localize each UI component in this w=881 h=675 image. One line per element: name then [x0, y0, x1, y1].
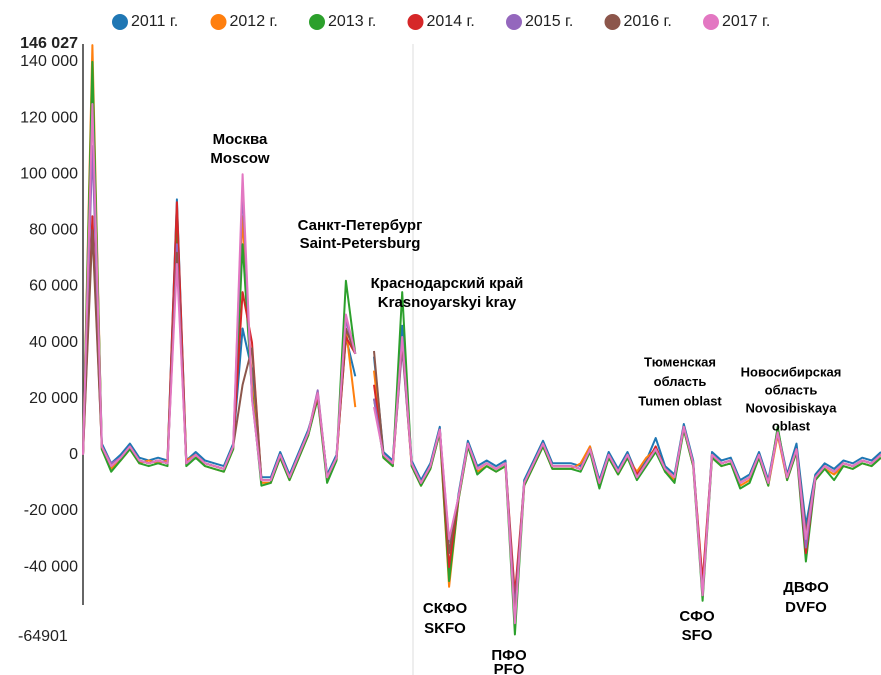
y-tick-label: -20 000 [24, 502, 78, 519]
legend-label: 2011 г. [131, 13, 178, 30]
annotation: Tumen oblast [638, 393, 722, 408]
legend-label: 2014 г. [427, 13, 475, 30]
annotation: SFO [682, 627, 713, 644]
annotation: ПФО [491, 647, 527, 664]
annotation: Тюменская [644, 354, 716, 369]
annotation: Krasnoyarskyi kray [378, 294, 517, 311]
annotation: Санкт-Петербург [298, 217, 423, 234]
annotation: SKFO [424, 620, 466, 637]
legend-swatch [309, 14, 325, 30]
annotation: Saint-Petersburg [300, 235, 421, 252]
y-tick-label: 120 000 [20, 109, 78, 126]
legend-swatch [703, 14, 719, 30]
legend-swatch [604, 14, 621, 30]
y-tick-label: 0 [69, 446, 78, 463]
y-tick-label: -64901 [18, 628, 68, 645]
legend-label: 2012 г. [230, 13, 278, 30]
annotation: oblast [772, 418, 811, 433]
y-tick-label: -40 000 [24, 558, 78, 575]
annotation: PFO [494, 661, 525, 675]
legend-swatch [506, 14, 522, 30]
annotation: Краснодарский край [371, 275, 524, 292]
y-tick-label: 80 000 [29, 222, 78, 239]
legend-label: 2013 г. [328, 13, 376, 30]
annotation: область [765, 382, 818, 397]
legend-swatch [407, 14, 424, 30]
series-line [82, 60, 881, 636]
y-tick-label: 40 000 [29, 334, 78, 351]
annotation: DVFO [785, 599, 827, 616]
legend-label: 2017 г. [722, 13, 770, 30]
legend-swatch [112, 14, 128, 30]
annotation: Новосибирская [741, 364, 842, 379]
series-line [82, 44, 881, 619]
legend-label: 2016 г. [624, 13, 672, 30]
y-tick-label: 100 000 [20, 165, 78, 182]
series-line [82, 74, 881, 611]
annotation: СФО [679, 608, 715, 625]
annotation: Novosibiskaya [745, 400, 837, 415]
legend-label: 2015 г. [525, 13, 573, 30]
annotation: Москва [213, 131, 268, 148]
annotation: Moscow [210, 150, 270, 167]
y-tick-label: 20 000 [29, 390, 78, 407]
series-line [82, 103, 881, 625]
annotation: ДВФО [783, 579, 829, 596]
legend-swatch [210, 14, 227, 30]
series-line [82, 201, 881, 597]
y-tick-label: 140 000 [20, 53, 78, 70]
annotation: СКФО [423, 600, 468, 617]
y-tick-label: 146 027 [20, 35, 78, 52]
annotation: область [654, 374, 707, 389]
y-tick-label: 60 000 [29, 278, 78, 295]
